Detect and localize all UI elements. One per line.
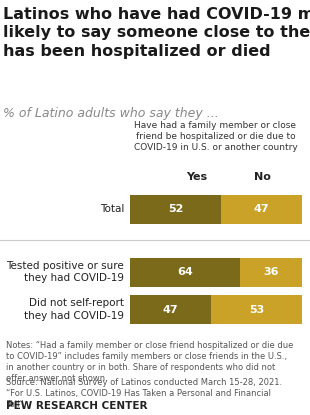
FancyBboxPatch shape xyxy=(130,258,240,287)
Text: Yes: Yes xyxy=(186,172,207,182)
FancyBboxPatch shape xyxy=(221,195,302,224)
Text: 53: 53 xyxy=(249,305,264,315)
Text: Total: Total xyxy=(100,204,124,214)
Text: % of Latino adults who say they ...: % of Latino adults who say they ... xyxy=(3,107,219,120)
Text: Source: National Survey of Latinos conducted March 15-28, 2021.
“For U.S. Latino: Source: National Survey of Latinos condu… xyxy=(6,378,282,409)
Text: 64: 64 xyxy=(177,267,193,277)
Text: No: No xyxy=(254,172,270,182)
Text: Notes: “Had a family member or close friend hospitalized or die due
to COVID-19”: Notes: “Had a family member or close fri… xyxy=(6,341,294,383)
FancyBboxPatch shape xyxy=(130,295,211,324)
Text: PEW RESEARCH CENTER: PEW RESEARCH CENTER xyxy=(6,401,148,411)
FancyBboxPatch shape xyxy=(130,195,221,224)
Text: 36: 36 xyxy=(264,267,279,277)
Text: Latinos who have had COVID-19 more
likely to say someone close to them
has been : Latinos who have had COVID-19 more likel… xyxy=(3,7,310,59)
FancyBboxPatch shape xyxy=(240,258,302,287)
Text: Have had a family member or close
friend be hospitalized or die due to
COVID-19 : Have had a family member or close friend… xyxy=(134,121,297,152)
Text: 47: 47 xyxy=(254,204,269,214)
Text: Tested positive or sure
they had COVID-19: Tested positive or sure they had COVID-1… xyxy=(6,261,124,283)
Text: 52: 52 xyxy=(168,204,183,214)
Text: 47: 47 xyxy=(163,305,179,315)
Text: Did not self-report
they had COVID-19: Did not self-report they had COVID-19 xyxy=(24,298,124,321)
FancyBboxPatch shape xyxy=(211,295,302,324)
